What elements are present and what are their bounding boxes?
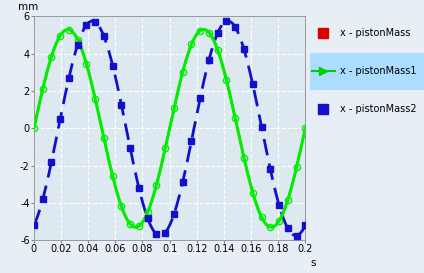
FancyBboxPatch shape	[310, 53, 424, 90]
Text: x - pistonMass1: x - pistonMass1	[340, 66, 417, 76]
Text: x - pistonMass: x - pistonMass	[340, 28, 411, 38]
Text: x - pistonMass2: x - pistonMass2	[340, 104, 417, 114]
Text: mm: mm	[18, 2, 38, 12]
Text: s: s	[311, 258, 316, 268]
